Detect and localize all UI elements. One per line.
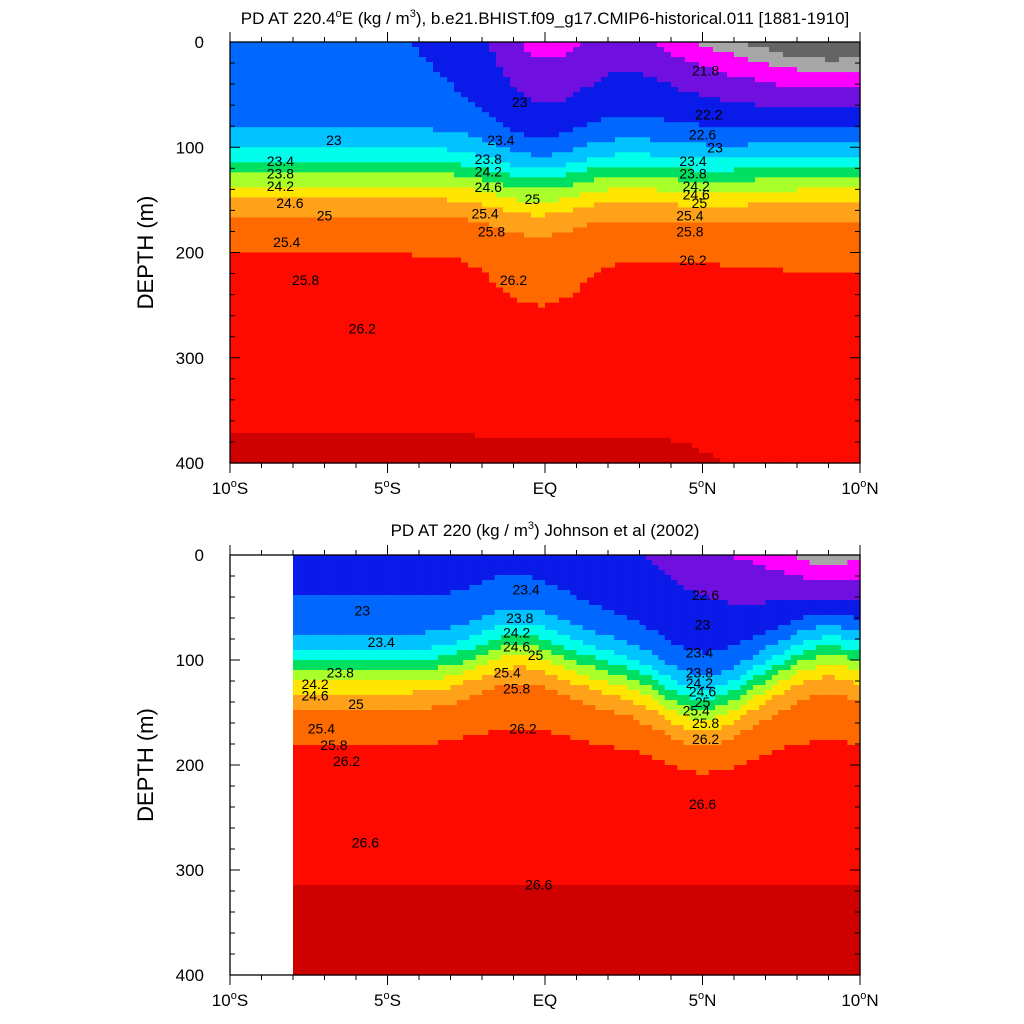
x-tick-label: 10oS (212, 478, 248, 498)
contour-label: 23 (326, 132, 342, 148)
contour-label: 24.2 (686, 675, 713, 691)
y-tick-label: 400 (176, 966, 204, 985)
chart-title: PD AT 220 (kg / m3) Johnson et al (2002) (391, 520, 700, 540)
contour-label: 23.4 (686, 645, 713, 661)
contour-label: 24.2 (503, 625, 530, 641)
contour-label: 22.2 (695, 107, 722, 123)
contour-label: 23.8 (267, 166, 294, 182)
contour-label: 23.4 (368, 634, 395, 650)
contour-label: 25 (525, 191, 541, 207)
contour-label: 23.8 (327, 665, 354, 681)
contour-label: 23 (355, 603, 371, 619)
contour-label: 25 (695, 694, 711, 710)
x-tick-label: 5oN (689, 990, 717, 1010)
y-tick-label: 0 (195, 33, 204, 52)
contour-label: 25.4 (471, 206, 498, 222)
contour-label: 23.8 (686, 665, 713, 681)
contour-label: 23.4 (267, 153, 294, 169)
x-tick-label: 10oN (841, 990, 878, 1010)
y-axis-label: DEPTH (m) (133, 196, 158, 310)
contour-label: 23 (695, 616, 711, 632)
contour-label: 26.2 (500, 272, 527, 288)
contour-fill (230, 42, 861, 464)
x-tick-label: 5oS (374, 990, 401, 1010)
x-tick-label: 5oN (689, 478, 717, 498)
y-tick-label: 200 (176, 244, 204, 263)
x-tick-label: 5oS (374, 478, 401, 498)
x-tick-label: EQ (533, 479, 558, 498)
contour-label: 24.2 (475, 164, 502, 180)
contour-label: 25.8 (320, 737, 347, 753)
y-tick-label: 0 (195, 546, 204, 565)
contour-label: 23.8 (506, 610, 533, 626)
contour-label: 24.2 (683, 178, 710, 194)
contour-label: 24.6 (503, 638, 530, 654)
contour-label: 24.6 (301, 688, 328, 704)
contour-label: 25.4 (676, 208, 703, 224)
contour-label: 26.2 (509, 720, 536, 736)
contour-label: 26.6 (525, 877, 552, 893)
contour-label: 23.4 (512, 582, 539, 598)
contour-label: 24.6 (689, 684, 716, 700)
x-axis: 10oS 5oS EQ 5oN 10oN (212, 32, 879, 498)
contour-label: 21.8 (692, 62, 719, 78)
y-tick-label: 300 (176, 349, 204, 368)
x-tick-label: 10oS (212, 990, 248, 1010)
contour-label: 25 (348, 696, 364, 712)
contour-label: 22.6 (692, 587, 719, 603)
y-tick-label: 200 (176, 756, 204, 775)
contour-label: 24.6 (276, 195, 303, 211)
contour-label: 26.6 (352, 835, 379, 851)
contour-label: 25 (692, 195, 708, 211)
contour-label: 23.8 (475, 151, 502, 167)
y-tick-label: 400 (176, 454, 204, 473)
x-tick-label: 10oN (841, 478, 878, 498)
contour-label: 25.4 (308, 720, 335, 736)
contour-label: 25.8 (692, 715, 719, 731)
y-axis: 0 100 200 300 400 (176, 546, 860, 985)
contour-label: 25.8 (503, 680, 530, 696)
x-axis: 10oS 5oS EQ 5oN 10oN (212, 545, 879, 1010)
contour-label: 26.2 (692, 731, 719, 747)
y-tick-label: 300 (176, 861, 204, 880)
contour-label: 23 (512, 94, 528, 110)
contour-label: 23.8 (679, 166, 706, 182)
contour-label: 25.4 (494, 665, 521, 681)
contour-label: 25.8 (292, 272, 319, 288)
y-tick-label: 100 (176, 138, 204, 157)
contour-label: 23.4 (679, 153, 706, 169)
y-axis: 0 100 200 300 400 (176, 33, 860, 473)
contour-label: 24.2 (267, 178, 294, 194)
y-tick-label: 100 (176, 651, 204, 670)
contour-label: 26.6 (689, 796, 716, 812)
panel-1: 0 100 200 300 400 10oS 5oS EQ 5oN 10oN DEPTH (m) PD… (133, 8, 879, 498)
contour-label: 25.4 (273, 234, 300, 250)
contour-label: 25.4 (683, 702, 710, 718)
contour-label: 26.2 (679, 252, 706, 268)
contour-label: 26.2 (349, 320, 376, 336)
contour-label: 23 (707, 139, 723, 155)
x-tick-label: EQ (533, 991, 558, 1010)
contour-label: 24.6 (683, 187, 710, 203)
contour-labels: 2323.423.824.224.62525.425.826.226.623.4… (301, 582, 719, 893)
contour-label: 24.6 (475, 179, 502, 195)
panel-2: 0 100 200 300 400 10oS 5oS EQ 5oN 10oN DEPTH (m) PD… (133, 520, 879, 1010)
contour-fill (293, 555, 861, 976)
contour-label: 22.6 (689, 127, 716, 143)
contour-label: 25 (528, 647, 544, 663)
contour-label: 25.8 (676, 224, 703, 240)
contour-label: 23.4 (487, 132, 514, 148)
contour-labels: 232321.822.222.62323.423.824.224.62525.4… (267, 62, 723, 336)
contour-label: 25 (317, 208, 333, 224)
chart-title: PD AT 220.4oE (kg / m3), b.e21.BHIST.f09… (241, 8, 850, 28)
y-axis-label: DEPTH (m) (133, 708, 158, 822)
contour-label: 26.2 (333, 753, 360, 769)
contour-label: 24.2 (301, 676, 328, 692)
contour-label: 25.8 (478, 224, 505, 240)
